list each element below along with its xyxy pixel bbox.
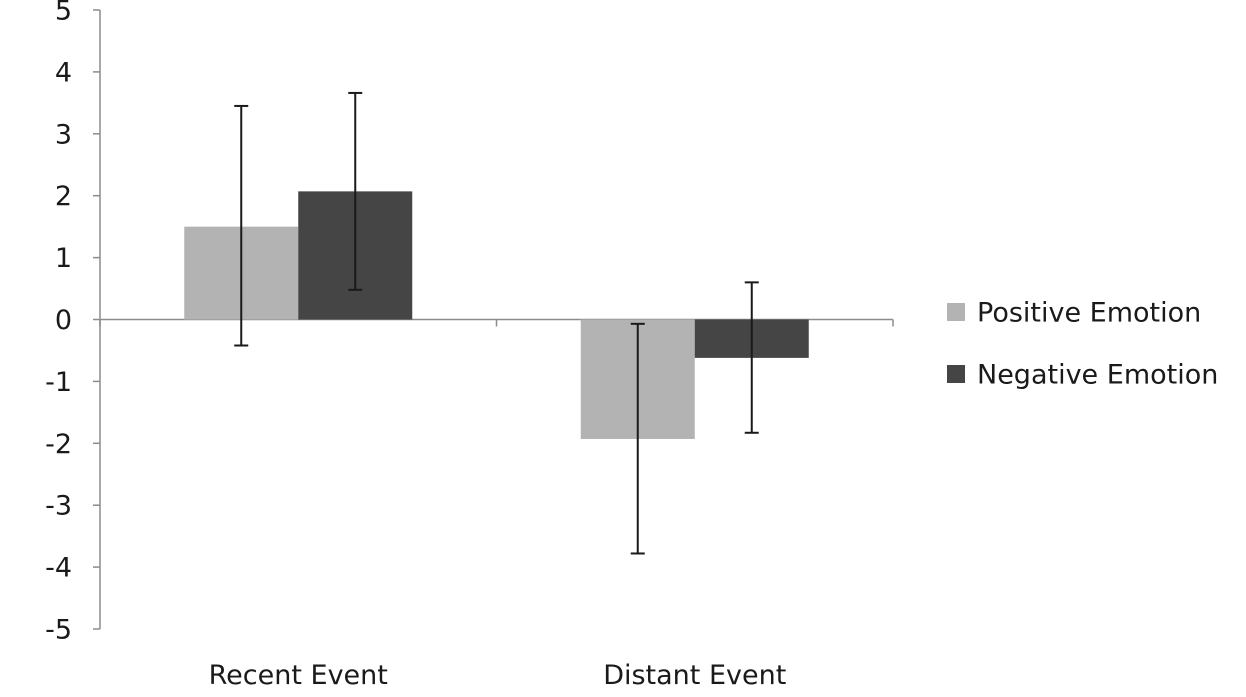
y-tick-label: 3 [55,119,72,150]
legend-label: Negative Emotion [977,360,1218,391]
bars [184,191,809,439]
error-bar-positive-emotion-distant-event [630,322,645,555]
y-tick-label: 5 [55,0,72,27]
legend: Positive Emotion Negative Emotion [947,298,1218,391]
y-tick-label: 0 [55,305,72,336]
x-axis-category-labels: Recent Event Distant Event [209,660,787,691]
legend-swatch [947,365,965,383]
y-tick-label: -3 [45,491,72,522]
y-tick-label: 4 [55,57,72,88]
error-bar-negative-emotion-recent-event [348,91,363,291]
y-tick-label: -2 [45,429,72,460]
error-bar-negative-emotion-distant-event [744,281,759,434]
x-category-label: Recent Event [209,660,388,691]
legend-swatch [947,303,965,321]
y-tick-label: 1 [55,243,72,274]
y-tick-label: -5 [45,615,72,646]
legend-item-negative-emotion: Negative Emotion [947,360,1218,391]
legend-item-positive-emotion: Positive Emotion [947,298,1201,329]
y-tick-label: 2 [55,181,72,212]
y-axis-tick-labels: 5 4 3 2 1 0 -1 -2 -3 -4 -5 [45,0,72,646]
error-bars [234,91,759,555]
legend-label: Positive Emotion [977,298,1201,329]
error-bar-positive-emotion-recent-event [234,104,249,347]
y-tick-label: -1 [45,367,72,398]
y-tick-label: -4 [45,553,72,584]
x-category-label: Distant Event [603,660,786,691]
